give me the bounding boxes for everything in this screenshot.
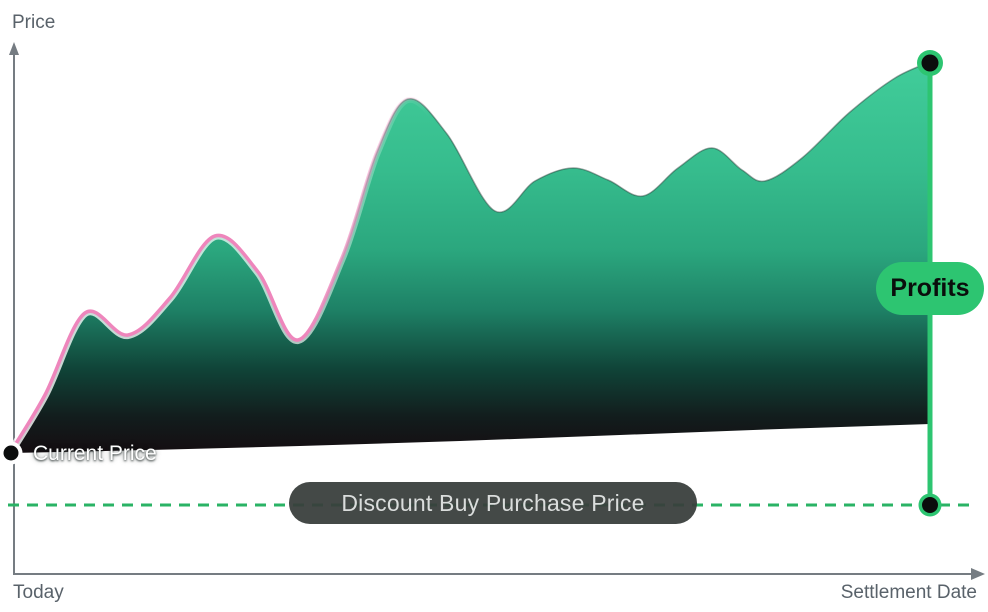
settlement-bottom-marker	[919, 494, 942, 517]
y-axis-label: Price	[12, 13, 55, 33]
x-axis-end-label: Settlement Date	[841, 583, 977, 603]
current-price-label: Current Price	[33, 442, 157, 466]
profits-pill-label: Profits	[890, 274, 969, 303]
profits-pill: Profits	[876, 262, 984, 315]
discount-buy-price-pill: Discount Buy Purchase Price	[289, 482, 697, 524]
current-price-marker	[0, 442, 23, 465]
profit-area	[10, 62, 930, 453]
x-axis-arrow-icon	[971, 568, 985, 580]
x-axis-start-label: Today	[13, 583, 64, 603]
discount-buy-price-chart: Price Current Price Discount Buy Purchas…	[0, 0, 988, 612]
y-axis-arrow-icon	[9, 42, 19, 55]
discount-buy-price-pill-label: Discount Buy Purchase Price	[341, 490, 644, 517]
settlement-top-marker	[917, 50, 943, 76]
